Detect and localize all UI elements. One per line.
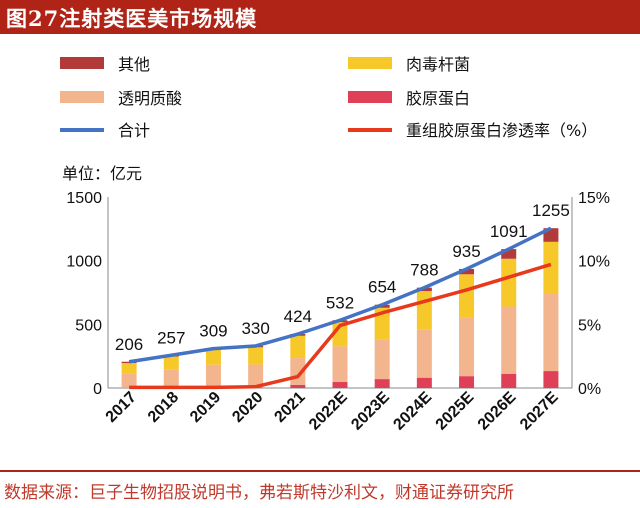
bar-segment-0 bbox=[332, 382, 348, 388]
unit-label: 单位：亿元 bbox=[62, 164, 142, 183]
x-tick-label: 2017 bbox=[103, 389, 140, 426]
data-label: 206 bbox=[115, 335, 143, 354]
y-right-tick-label: 15% bbox=[578, 190, 610, 207]
bar-segment-1 bbox=[121, 373, 137, 388]
data-label: 788 bbox=[410, 261, 438, 280]
y-right-tick-label: 5% bbox=[578, 317, 601, 334]
y-right-tick-label: 0% bbox=[578, 381, 601, 398]
x-tick-label: 2020 bbox=[229, 389, 266, 426]
data-label: 1255 bbox=[532, 201, 570, 220]
data-label: 309 bbox=[199, 322, 227, 341]
legend-swatch-1 bbox=[348, 57, 392, 69]
x-tick-label: 2022E bbox=[306, 389, 351, 434]
bar-segment-1 bbox=[543, 294, 559, 372]
line-series-0 bbox=[128, 226, 552, 364]
legend-label-1: 肉毒杆菌 bbox=[406, 55, 470, 74]
bar-segment-2 bbox=[248, 347, 264, 365]
y-left-tick-label: 1500 bbox=[66, 190, 102, 207]
bar-segment-2 bbox=[121, 363, 137, 374]
line-series-1 bbox=[129, 262, 552, 390]
bar-segment-3 bbox=[459, 268, 475, 275]
x-tick-label: 2027E bbox=[517, 389, 562, 434]
bar-segment-2 bbox=[205, 349, 221, 365]
legend-label-2: 透明质酸 bbox=[118, 89, 182, 108]
bar-segment-0 bbox=[290, 384, 306, 388]
bar-segment-0 bbox=[459, 376, 475, 388]
source-note: 数据来源：巨子生物招股说明书，弗若斯特沙利文，财通证券研究所 bbox=[4, 483, 514, 503]
x-tick-label: 2025E bbox=[433, 389, 478, 434]
bar-segment-2 bbox=[501, 258, 517, 307]
y-left-tick-label: 0 bbox=[93, 381, 102, 398]
bar-segment-1 bbox=[501, 306, 517, 374]
bar-segment-0 bbox=[501, 373, 517, 388]
bar-segment-0 bbox=[416, 377, 432, 388]
legend-label-4: 合计 bbox=[118, 121, 150, 140]
legend-label-0: 其他 bbox=[118, 55, 150, 74]
data-label: 1091 bbox=[490, 222, 528, 241]
data-label: 257 bbox=[157, 328, 185, 347]
data-label: 424 bbox=[284, 307, 312, 326]
data-label: 654 bbox=[368, 278, 396, 297]
bar-segment-1 bbox=[163, 369, 179, 388]
x-tick-label: 2026E bbox=[475, 389, 520, 434]
bar-segment-1 bbox=[248, 364, 264, 388]
bar-segment-2 bbox=[290, 335, 306, 359]
bar-segment-2 bbox=[543, 241, 559, 295]
bar-segment-1 bbox=[459, 317, 475, 377]
legend-label-3: 胶原蛋白 bbox=[406, 89, 470, 108]
data-label: 330 bbox=[241, 319, 269, 338]
chart-title: 图27注射类医美市场规模 bbox=[6, 6, 258, 31]
x-tick-label: 2021 bbox=[271, 389, 308, 426]
legend-swatch-2 bbox=[60, 91, 104, 103]
bar-segment-1 bbox=[205, 364, 221, 388]
x-tick-label: 2024E bbox=[390, 389, 435, 434]
x-tick-label: 2023E bbox=[348, 389, 393, 434]
legend-swatch-0 bbox=[60, 57, 104, 69]
bars bbox=[121, 228, 559, 388]
x-tick-label: 2019 bbox=[187, 389, 224, 426]
title-bar: 图27注射类医美市场规模 bbox=[0, 0, 640, 34]
bar-segment-3 bbox=[121, 361, 137, 364]
footer-rule bbox=[0, 470, 640, 472]
y-left-tick-label: 1000 bbox=[66, 254, 102, 271]
x-tick-label: 2018 bbox=[145, 389, 182, 426]
lines bbox=[128, 226, 552, 390]
bar-segment-1 bbox=[416, 329, 432, 378]
y-left-tick-label: 500 bbox=[75, 317, 102, 334]
legend-label-5: 重组胶原蛋白渗透率（%） bbox=[406, 121, 597, 140]
bar-segment-1 bbox=[332, 346, 348, 383]
data-label: 935 bbox=[452, 242, 480, 261]
legend-swatch-3 bbox=[348, 91, 392, 103]
bar-segment-1 bbox=[374, 339, 390, 380]
bar-segment-0 bbox=[374, 379, 390, 388]
bar-segment-3 bbox=[501, 249, 517, 259]
y-right-tick-label: 10% bbox=[578, 254, 610, 271]
bar-segment-2 bbox=[416, 291, 432, 330]
bar-segment-2 bbox=[459, 274, 475, 318]
bar-segment-0 bbox=[543, 371, 559, 388]
bar-segment-2 bbox=[163, 356, 179, 370]
data-label: 532 bbox=[326, 293, 354, 312]
